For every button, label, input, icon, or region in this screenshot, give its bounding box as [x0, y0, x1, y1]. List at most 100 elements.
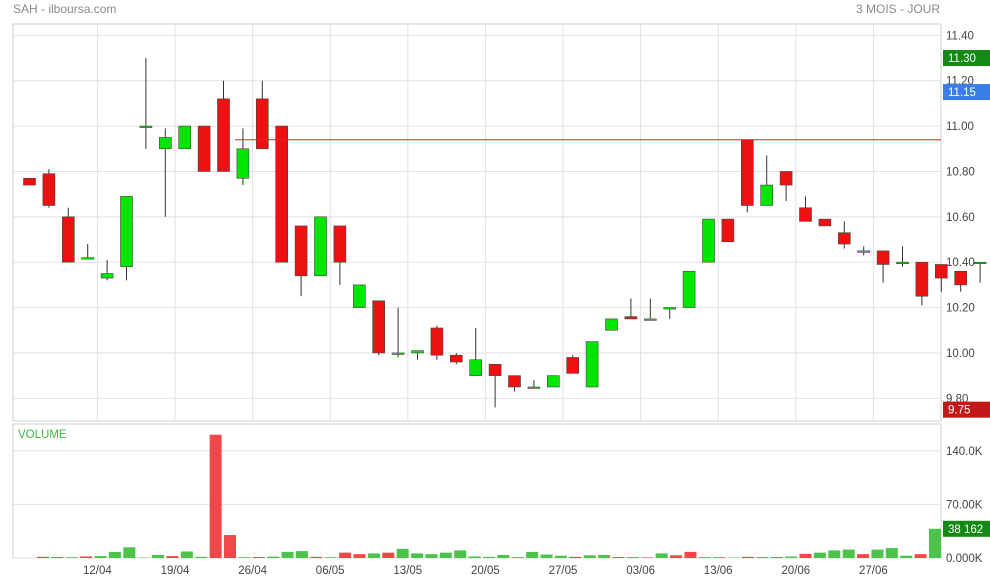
candle-up — [896, 261, 909, 265]
price-tick-label: 11.40 — [946, 30, 974, 42]
volume-bar-up — [238, 557, 251, 558]
volume-bar-up — [281, 551, 294, 558]
candle-down — [876, 250, 890, 265]
candle-down — [740, 139, 754, 206]
volume-panel-frame — [12, 423, 942, 559]
candle-up — [411, 350, 424, 354]
candle-down — [372, 300, 386, 354]
price-badge-last — [943, 84, 990, 101]
x-tick-label: 13/06 — [704, 565, 733, 577]
volume-bar-down — [37, 556, 49, 558]
candle-down — [799, 207, 812, 222]
volume-bar-down — [209, 434, 222, 558]
volume-bar-down — [756, 557, 769, 558]
volume-bar-up — [411, 553, 424, 558]
volume-bar-down — [569, 556, 582, 558]
candle-down — [197, 125, 211, 172]
candle-down — [23, 177, 36, 186]
volume-bar-up — [65, 557, 78, 558]
candle-down — [217, 98, 230, 172]
candle-up — [760, 184, 774, 206]
candle-up — [527, 386, 541, 389]
candle-up — [391, 352, 405, 355]
price-tick-label: 10.40 — [946, 257, 975, 269]
volume-bar-down — [770, 557, 783, 558]
x-tick-label: 12/04 — [83, 565, 112, 577]
chart-title: SAH - ilboursa.com — [13, 2, 117, 16]
volume-bar-up — [396, 548, 409, 558]
volume-bar-down — [741, 556, 754, 558]
candle-down — [255, 98, 269, 150]
candle-down — [449, 354, 463, 363]
volume-bar-down — [713, 557, 726, 558]
price-badge-high — [943, 50, 990, 67]
x-tick-label: 19/04 — [161, 565, 190, 577]
x-tick-label: 03/06 — [626, 565, 655, 577]
volume-bar-down — [339, 552, 352, 558]
volume-bar-up — [152, 554, 165, 558]
candle-down — [934, 264, 948, 279]
x-tick-label: 26/04 — [238, 565, 267, 577]
candle-up — [857, 250, 871, 253]
candle-up — [605, 318, 618, 331]
volume-bar-down — [353, 554, 366, 558]
candle-down — [294, 225, 308, 277]
volume-bar-down — [252, 557, 265, 558]
candle-up — [469, 359, 483, 376]
candle-up — [702, 218, 715, 263]
volume-bar-up — [871, 549, 884, 558]
candle-down — [779, 171, 793, 186]
price-badge-label: 9.75 — [948, 405, 970, 417]
price-badge-low — [943, 401, 990, 418]
volume-bar-up — [497, 554, 510, 558]
volume-tick-label: 140.0K — [946, 446, 983, 458]
volume-bar-up — [526, 551, 539, 558]
x-tick-label: 27/05 — [549, 565, 578, 577]
candle-up — [120, 196, 133, 268]
candle-down — [837, 232, 851, 245]
volume-bar-down — [670, 555, 683, 558]
candle-up — [236, 148, 250, 179]
candle-up — [663, 307, 677, 310]
volume-bar-down — [310, 556, 323, 558]
volume-bar-up — [367, 553, 380, 558]
volume-bar-down — [857, 554, 870, 558]
volume-bar-down — [698, 557, 711, 558]
x-axis: 12/04 19/04 26/04 06/05 13/05 20/05 27/05 03/06… — [83, 565, 888, 577]
volume-bar-down — [80, 556, 93, 558]
candle-up — [139, 125, 153, 128]
volume-bar-up — [598, 554, 611, 558]
volume-bar-up — [655, 553, 668, 558]
volume-bar-up — [324, 557, 337, 558]
candle-up — [682, 270, 696, 308]
candle-up — [973, 261, 987, 265]
volume-bar-down — [612, 557, 625, 558]
volume-bar-up — [468, 556, 481, 558]
volume-bar-down — [382, 552, 395, 558]
price-tick-label: 10.80 — [946, 166, 975, 178]
volume-bar-up — [828, 550, 841, 558]
x-tick-label: 06/05 — [316, 565, 345, 577]
candle-down — [818, 218, 832, 227]
candle-up — [81, 257, 94, 260]
x-tick-label: 27/06 — [859, 565, 888, 577]
volume-title: VOLUME — [18, 429, 67, 441]
candle-down — [333, 225, 347, 263]
volume-bar-down — [641, 557, 654, 558]
volume-bar-up — [900, 555, 913, 558]
volume-bar-up — [454, 550, 467, 558]
price-panel-frame — [12, 23, 942, 422]
candle-down — [488, 363, 502, 376]
price-tick-label: 11.00 — [946, 121, 974, 133]
volume-bar-up — [425, 554, 438, 558]
price-tick-label: 10.60 — [946, 212, 975, 224]
candle-up — [159, 137, 172, 150]
candle-up — [178, 125, 191, 150]
volume-tick-label: 0.000K — [946, 553, 983, 565]
volume-bar-up — [267, 556, 280, 558]
candle-up — [314, 216, 327, 277]
volume-bar-down — [224, 535, 237, 558]
volume-bar-up — [929, 528, 941, 558]
volume-bar-down — [684, 551, 697, 558]
